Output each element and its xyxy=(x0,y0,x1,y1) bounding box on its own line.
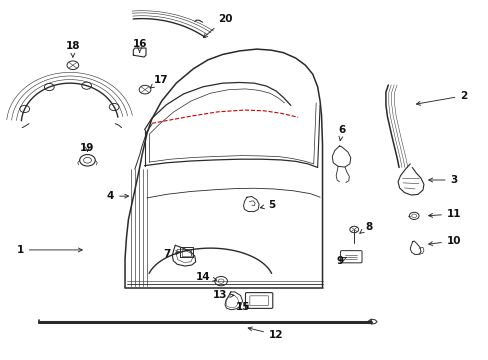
Text: 4: 4 xyxy=(106,191,128,201)
Text: 19: 19 xyxy=(80,143,95,153)
Text: 17: 17 xyxy=(150,75,168,88)
Text: 13: 13 xyxy=(212,291,233,301)
Text: 2: 2 xyxy=(416,91,467,105)
Text: 8: 8 xyxy=(359,222,372,233)
Text: 16: 16 xyxy=(132,40,146,52)
Text: 14: 14 xyxy=(195,272,216,282)
Text: 1: 1 xyxy=(17,245,82,255)
Text: 3: 3 xyxy=(428,175,457,185)
Text: 15: 15 xyxy=(236,302,250,312)
Text: 6: 6 xyxy=(338,125,345,141)
Text: 18: 18 xyxy=(65,41,80,57)
Text: 20: 20 xyxy=(203,14,232,38)
Text: 5: 5 xyxy=(260,200,274,210)
Text: 11: 11 xyxy=(428,209,461,219)
Text: 10: 10 xyxy=(428,236,461,246)
Text: 9: 9 xyxy=(335,256,346,266)
Text: 7: 7 xyxy=(163,248,180,258)
Text: 12: 12 xyxy=(248,327,283,340)
